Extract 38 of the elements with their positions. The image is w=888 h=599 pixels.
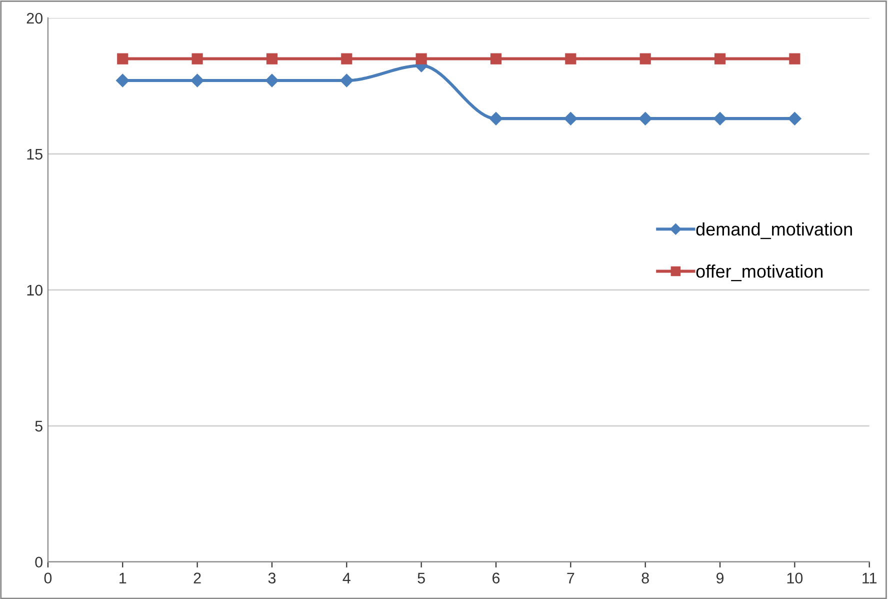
point [565, 53, 576, 64]
x-tick-label: 6 [492, 572, 500, 584]
point [340, 74, 354, 88]
y-tick-label: 20 [26, 12, 42, 24]
point [192, 53, 203, 64]
x-tick-label: 5 [418, 572, 425, 584]
x-tick-label: 7 [567, 572, 574, 584]
point [714, 53, 726, 64]
x-tick-label: 2 [194, 572, 201, 584]
point [265, 74, 279, 88]
point [788, 112, 802, 126]
x-tick-label: 4 [342, 572, 350, 584]
x-tick-label: 9 [716, 572, 724, 584]
x-tick-label: 3 [268, 572, 276, 584]
x-tick-label: 0 [44, 572, 52, 584]
legend-label: offer_motivation [696, 264, 823, 282]
point [490, 53, 502, 64]
point [117, 53, 128, 64]
point [564, 112, 578, 126]
y-tick-label: 15 [27, 148, 42, 160]
y-tick-label: 10 [27, 284, 42, 296]
point [713, 112, 727, 126]
point [416, 53, 427, 64]
point [116, 74, 130, 88]
point [789, 53, 800, 64]
point [638, 112, 652, 126]
point [489, 112, 503, 126]
y-tick-label: 0 [35, 556, 42, 568]
legend-label: demand_motivation [696, 222, 852, 240]
x-tick-label: 1 [120, 572, 126, 584]
y-tick-label: 5 [35, 420, 42, 432]
x-tick-label: 10 [787, 572, 803, 584]
point [190, 74, 204, 88]
x-tick-label: 8 [642, 572, 649, 584]
point [266, 53, 278, 64]
point [341, 53, 352, 64]
point [640, 53, 651, 64]
x-tick-label: 11 [862, 572, 877, 584]
